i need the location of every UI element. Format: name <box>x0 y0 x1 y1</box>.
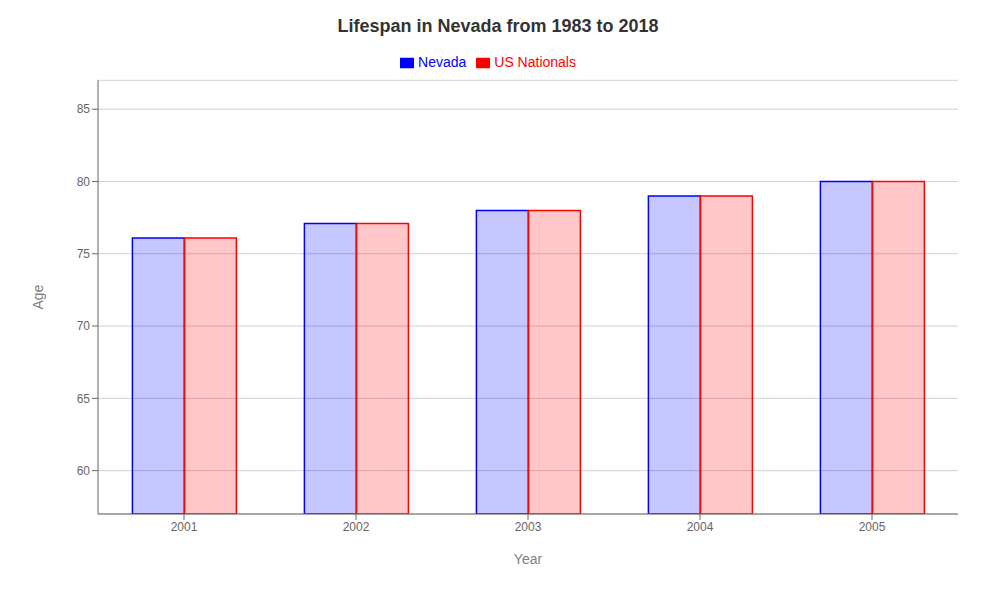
svg-text:2002: 2002 <box>343 520 370 534</box>
svg-text:Year: Year <box>514 551 543 567</box>
svg-text:2005: 2005 <box>859 520 886 534</box>
svg-text:80: 80 <box>77 175 91 189</box>
html-text:Nevada: Nevada <box>418 54 467 70</box>
svg-text:85: 85 <box>77 102 91 116</box>
svg-text:65: 65 <box>77 392 91 406</box>
svg-text:75: 75 <box>77 247 91 261</box>
svg-text:2004: 2004 <box>687 520 714 534</box>
html-text:Lifespan in Nevada from 1983 t: Lifespan in Nevada from 1983 to 2018 <box>337 16 659 36</box>
svg-text:60: 60 <box>77 464 91 478</box>
svg-text:70: 70 <box>77 319 91 333</box>
svg-text:Age: Age <box>30 284 46 309</box>
svg-text:2003: 2003 <box>515 520 542 534</box>
svg-text:2001: 2001 <box>171 520 198 534</box>
html-text:US Nationals: US Nationals <box>494 54 576 70</box>
